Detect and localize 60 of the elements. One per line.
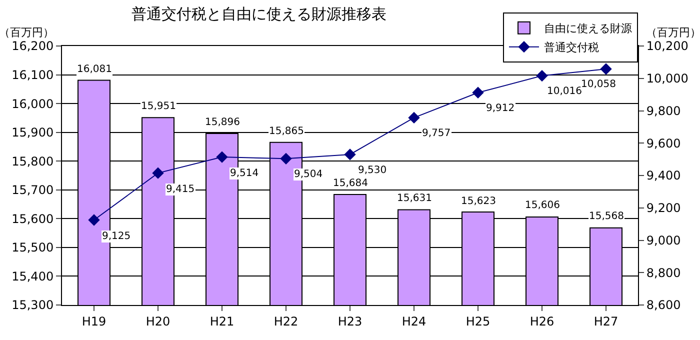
y-tick-label: 15,600 — [12, 212, 54, 226]
legend-label: 普通交付税 — [544, 41, 599, 54]
y-tick-label: 15,300 — [12, 298, 54, 312]
y-tick-label: 16,000 — [12, 96, 54, 111]
y-tick-label: 15,400 — [12, 269, 54, 284]
y-tick-label: 16,100 — [12, 68, 54, 82]
x-tick-label: H20 — [146, 314, 170, 328]
data-label: 15,631 — [397, 193, 432, 204]
y2-tick-label: 8,600 — [646, 298, 681, 312]
y2-tick-label: 8,800 — [646, 266, 681, 280]
data-label: 15,896 — [205, 117, 240, 128]
data-label: 9,514 — [230, 168, 259, 179]
data-label: 9,504 — [294, 169, 323, 180]
data-label: 15,865 — [269, 126, 304, 137]
y2-tick-label: 9,200 — [646, 201, 681, 216]
chart-title: 普通交付税と自由に使える財源推移表 — [132, 5, 386, 23]
y-tick-label: 15,800 — [12, 154, 54, 168]
x-tick-label: H21 — [210, 314, 234, 328]
y-tick-label: 15,500 — [12, 240, 54, 255]
x-tick-label: H26 — [530, 314, 554, 328]
y2-tick-label: 10,200 — [646, 39, 688, 54]
data-label: 15,684 — [333, 178, 368, 189]
y-axis-title: （百万円） — [0, 26, 54, 39]
data-label: 9,912 — [486, 103, 515, 114]
y2-axis-title: （百万円） — [646, 26, 700, 39]
x-tick-label: H19 — [82, 314, 106, 328]
data-label: 9,415 — [166, 184, 195, 195]
point — [280, 152, 292, 165]
x-tick-label: H24 — [402, 314, 426, 328]
data-label: 15,606 — [525, 200, 560, 211]
y2-tick-label: 9,400 — [646, 168, 681, 183]
y-tick-label: 16,200 — [12, 39, 54, 54]
data-label: 15,623 — [461, 196, 496, 207]
data-label: 9,757 — [422, 128, 451, 139]
x-tick-label: H22 — [274, 314, 298, 328]
y2-tick-label: 9,000 — [646, 233, 681, 248]
point — [152, 167, 164, 179]
y2-tick-label: 9,600 — [646, 136, 681, 150]
data-label: 9,530 — [358, 165, 387, 176]
point — [600, 63, 612, 75]
point — [88, 214, 100, 226]
data-label: 15,568 — [589, 211, 624, 222]
data-label: 16,081 — [77, 64, 112, 75]
legend-label: 自由に使える財源 — [544, 22, 632, 36]
y-tick-label: 15,900 — [12, 126, 54, 140]
point — [472, 86, 484, 98]
data-label: 15,951 — [141, 101, 176, 112]
x-tick-label: H23 — [338, 314, 362, 328]
y2-tick-label: 9,800 — [646, 104, 681, 118]
data-label: 10,016 — [547, 86, 582, 97]
x-tick-label: H25 — [466, 314, 490, 328]
data-label: 10,058 — [581, 79, 616, 90]
y2-tick-label: 10,000 — [646, 72, 688, 86]
point — [536, 70, 548, 82]
point — [216, 151, 228, 163]
data-label: 9,125 — [102, 231, 131, 242]
point — [408, 112, 420, 124]
point — [344, 148, 356, 160]
y-tick-label: 15,700 — [12, 183, 54, 198]
x-tick-label: H27 — [594, 314, 618, 328]
